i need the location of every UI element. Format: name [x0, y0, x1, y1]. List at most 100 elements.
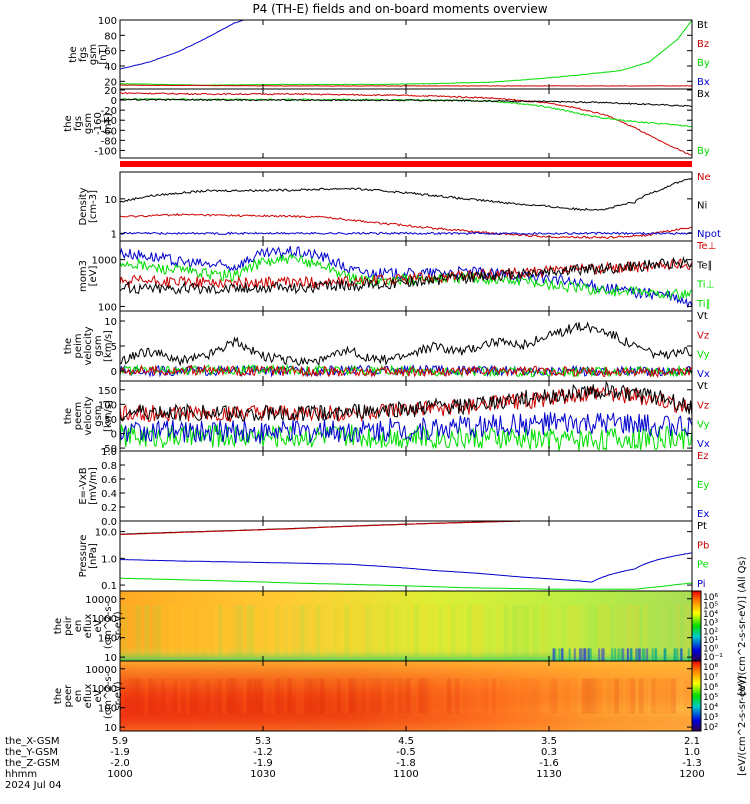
- legend-entry: Pi: [697, 579, 706, 590]
- spectrogram-column: [622, 648, 625, 661]
- ylabel-line: the: [53, 688, 64, 704]
- spectrogram-column: [234, 678, 239, 714]
- spectrogram-column: [132, 678, 137, 714]
- colorbar: [691, 660, 702, 732]
- ytick-label: 100: [98, 634, 117, 645]
- ylabel-line: gsm: [83, 113, 94, 134]
- spectrogram-column: [471, 678, 476, 714]
- spectrogram-column: [214, 678, 219, 714]
- spectrogram-column: [601, 648, 604, 661]
- spectrogram-column: [630, 648, 633, 661]
- spectrogram-column: [463, 605, 468, 658]
- spectrogram-column: [344, 605, 350, 658]
- figure-title: P4 (TH-E) fields and on-board moments ov…: [252, 2, 547, 16]
- spectrogram-column: [226, 678, 231, 714]
- colorbar-label: [eV/(cm^2-s-sr-eV)]: [737, 676, 748, 776]
- spectrogram-column: [565, 678, 570, 714]
- spectrogram-column: [406, 605, 411, 658]
- series-line: [120, 552, 692, 583]
- spectrogram-column: [222, 678, 227, 714]
- ytick-label: 1000: [92, 256, 117, 267]
- spectrogram-column: [520, 678, 525, 714]
- ytick-label: 10000: [85, 595, 117, 606]
- ytick-label: 10.0: [95, 528, 117, 539]
- spectrogram-column: [156, 678, 162, 714]
- spectrogram-column: [385, 605, 390, 658]
- spectrogram-column: [687, 648, 690, 661]
- spectrogram-column: [348, 678, 354, 714]
- spectrogram-column: [573, 678, 578, 714]
- spectrogram-column: [683, 678, 689, 714]
- ytick-label: 20: [104, 86, 117, 97]
- ylabel-line: [eV]: [88, 266, 99, 287]
- ytick-label: 10000: [85, 665, 117, 676]
- spectrogram-column: [230, 605, 235, 658]
- ylabel-line: eV: [93, 619, 104, 632]
- spectrogram-column: [528, 605, 533, 658]
- ylabel-line: the: [63, 115, 74, 131]
- spectrogram-column: [651, 678, 656, 714]
- spectrogram-column: [583, 648, 586, 661]
- ylabel-line: [nT]: [103, 113, 114, 133]
- spectrogram-column: [320, 605, 325, 658]
- ephemeris-value: 1100: [393, 769, 418, 780]
- ytick-label: 0.2: [101, 503, 117, 514]
- spectrogram-column: [679, 605, 685, 658]
- spectrogram-column: [299, 678, 305, 714]
- spectrogram-column: [569, 605, 574, 658]
- spectrogram-column: [463, 678, 468, 714]
- spectrogram-column: [136, 605, 141, 658]
- panel-5: -50050100150thepeemvelocitygsm[km/s]VtVz…: [63, 380, 710, 455]
- spectrogram-column: [655, 605, 660, 658]
- series-line: [120, 20, 692, 86]
- spectrogram-column: [450, 678, 456, 714]
- spectrogram-column: [149, 605, 153, 658]
- spectrogram-column: [250, 678, 256, 714]
- ephemeris-value: 0.3: [541, 747, 557, 758]
- ephemeris-value: 5.3: [255, 736, 271, 747]
- ylabel-line: Density: [78, 187, 89, 225]
- spectrogram-column: [643, 648, 646, 661]
- spectrogram-column: [578, 679, 582, 714]
- spectrogram-column: [353, 605, 357, 658]
- ytick-label: 0.4: [101, 489, 117, 500]
- spectrogram-column: [393, 678, 399, 714]
- spectrogram-column: [580, 648, 583, 661]
- panel-5-ylabel: thepeemvelocitygsm[km/s]: [63, 396, 114, 435]
- spectrogram-column: [532, 605, 538, 658]
- ephemeris-value: 1.0: [684, 747, 700, 758]
- spectrogram-column: [389, 678, 395, 714]
- ytick-label: 0: [111, 96, 117, 107]
- ylabel-line: velocity: [83, 326, 94, 365]
- ephemeris-row-label: the_X-GSM: [5, 736, 59, 747]
- ylabel-line: fgs: [73, 116, 84, 131]
- legend-entry: Vt: [697, 311, 708, 322]
- ylabel-line: gsm: [88, 44, 99, 65]
- spectrogram-column: [504, 605, 509, 658]
- spectrogram-column: [279, 678, 284, 714]
- spectrogram-column: [561, 605, 566, 658]
- spectrogram-column: [467, 679, 471, 714]
- spectrogram-column: [561, 678, 566, 714]
- series-line: [120, 212, 692, 240]
- spectrogram-column: [687, 605, 693, 658]
- spectrogram-column: [620, 648, 623, 661]
- ytick-label: 5: [111, 342, 117, 353]
- spectrogram-column: [622, 605, 627, 658]
- spectrogram-column: [626, 648, 629, 661]
- spectrogram-column: [357, 678, 362, 714]
- spectrogram-column: [152, 678, 158, 714]
- ytick-label: 60: [104, 47, 117, 58]
- ylabel-line: gsm: [93, 405, 104, 426]
- spectrogram-column: [589, 648, 592, 661]
- series-line: [120, 521, 521, 536]
- legend-entry: Ne: [697, 172, 711, 183]
- ytick-label: 10: [104, 653, 117, 664]
- spectrogram-column: [581, 678, 587, 714]
- ytick-label: 80: [104, 31, 117, 42]
- spectrogram-column: [316, 605, 321, 658]
- colorbar-tick: 10⁸: [703, 663, 718, 673]
- spectrogram-column: [585, 605, 591, 658]
